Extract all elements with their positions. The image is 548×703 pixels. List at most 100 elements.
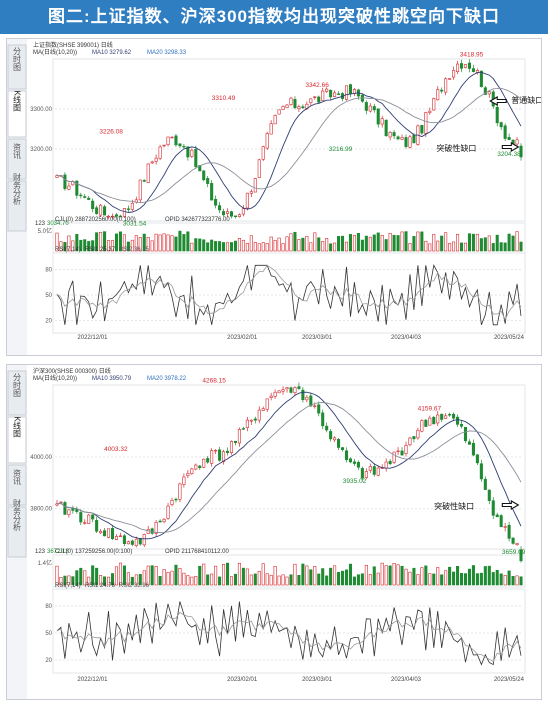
volume-bar bbox=[376, 572, 380, 586]
tab-kline[interactable] bbox=[7, 90, 27, 138]
volume-bar bbox=[333, 242, 337, 252]
candle-body bbox=[487, 489, 491, 501]
candle-body bbox=[384, 119, 388, 137]
candle-body bbox=[214, 449, 218, 452]
candle-body bbox=[499, 122, 503, 128]
volume-bar bbox=[467, 568, 471, 586]
volume-bar bbox=[87, 241, 91, 252]
candle-body bbox=[289, 97, 293, 105]
volume-bar bbox=[126, 572, 130, 586]
candle-body bbox=[503, 526, 507, 528]
volume-bar bbox=[440, 574, 444, 586]
volume-bar bbox=[428, 243, 432, 252]
side-tab-bar: 分时图 K线图 资讯 财务分析 bbox=[7, 39, 27, 355]
candle-body bbox=[325, 88, 329, 92]
volume-bar bbox=[261, 563, 265, 586]
candle-body bbox=[83, 522, 87, 524]
volume-bar bbox=[452, 571, 456, 586]
volume-bar bbox=[222, 564, 226, 586]
chart-panel-shse: 分时图 K线图 资讯 财务分析 上证指数(SHSE 399001) 日线 MA(… bbox=[6, 38, 542, 356]
candle-body bbox=[471, 442, 475, 456]
price-annotation: 4003.32 bbox=[104, 446, 128, 453]
volume-bar bbox=[412, 567, 416, 586]
candle-body bbox=[87, 197, 91, 200]
rsi-label: RSI(7,14) bbox=[55, 247, 81, 253]
tab-finance[interactable] bbox=[7, 180, 27, 232]
tab-kline[interactable] bbox=[7, 416, 27, 464]
candle-body bbox=[210, 450, 214, 464]
candle-body bbox=[170, 136, 174, 139]
volume-bar bbox=[344, 241, 349, 252]
volume-bar bbox=[186, 575, 190, 586]
volume-bar bbox=[214, 241, 218, 252]
tab-timeshare[interactable] bbox=[7, 44, 27, 90]
candle-body bbox=[285, 104, 289, 108]
candle-body bbox=[91, 200, 95, 210]
candle-body bbox=[55, 175, 59, 178]
volume-bar bbox=[249, 235, 253, 252]
candle-body bbox=[95, 519, 99, 532]
volume-bar bbox=[440, 235, 444, 252]
low-label: 3672.13 bbox=[47, 549, 69, 555]
candle-body bbox=[368, 105, 372, 112]
volume-bar bbox=[71, 576, 75, 586]
candle-body bbox=[269, 395, 273, 398]
rsi-tick-label: 50 bbox=[45, 631, 52, 637]
volume-bar bbox=[269, 574, 273, 586]
volume-bar bbox=[126, 241, 130, 252]
candle-body bbox=[150, 528, 154, 534]
candle-body bbox=[317, 96, 321, 103]
volume-bar bbox=[412, 236, 416, 252]
candle-body bbox=[170, 499, 174, 505]
candle-body bbox=[166, 136, 170, 146]
candle-body bbox=[491, 500, 495, 516]
x-axis-date: 2023/03/01 bbox=[302, 335, 333, 341]
tab-news[interactable] bbox=[7, 138, 27, 180]
candle-body bbox=[376, 108, 380, 125]
price-annotation: 3216.99 bbox=[329, 146, 353, 153]
rsi2-label: RSI2 36.15 bbox=[119, 247, 150, 253]
volume-bar bbox=[511, 235, 515, 252]
volume-bar bbox=[471, 565, 475, 586]
candle-body bbox=[388, 461, 392, 465]
rsi1-label: RSI1 24.76 bbox=[85, 583, 116, 589]
volume-bar bbox=[341, 235, 345, 252]
candle-body bbox=[483, 478, 487, 490]
volume-bar bbox=[122, 234, 126, 252]
candle-body bbox=[198, 465, 202, 468]
candle-body bbox=[364, 471, 368, 478]
candle-body bbox=[333, 437, 337, 441]
volume-bar bbox=[273, 566, 277, 586]
candle-body bbox=[344, 450, 349, 460]
tab-timeshare-label: 分时图 bbox=[13, 47, 22, 72]
volume-bar bbox=[416, 231, 420, 252]
volume-bar bbox=[384, 239, 388, 252]
volume-bar bbox=[214, 565, 218, 586]
ma10-line bbox=[57, 71, 522, 213]
volume-bar bbox=[229, 242, 234, 252]
candle-body bbox=[146, 163, 150, 183]
volume-bar bbox=[507, 570, 511, 586]
volume-bar bbox=[154, 233, 158, 252]
volume-bar bbox=[329, 243, 333, 252]
candle-body bbox=[352, 461, 356, 464]
candle-body bbox=[309, 395, 313, 407]
candle-body bbox=[233, 440, 237, 443]
tab-finance[interactable] bbox=[7, 506, 27, 558]
candle-body bbox=[412, 135, 416, 144]
volume-bar bbox=[503, 242, 507, 252]
candle-body bbox=[114, 536, 119, 540]
volume-bar bbox=[372, 566, 376, 586]
volume-bar bbox=[138, 574, 142, 586]
volume-bar bbox=[305, 565, 309, 586]
volume-bar bbox=[71, 240, 75, 252]
tab-news[interactable] bbox=[7, 464, 27, 506]
volume-bar bbox=[424, 240, 428, 252]
candle-body bbox=[162, 144, 166, 147]
candle-body bbox=[241, 428, 245, 430]
tab-timeshare[interactable] bbox=[7, 370, 27, 416]
volume-bar bbox=[75, 233, 79, 252]
volume-bar bbox=[114, 233, 119, 252]
candle-body bbox=[277, 390, 281, 394]
volume-bar bbox=[432, 234, 436, 252]
